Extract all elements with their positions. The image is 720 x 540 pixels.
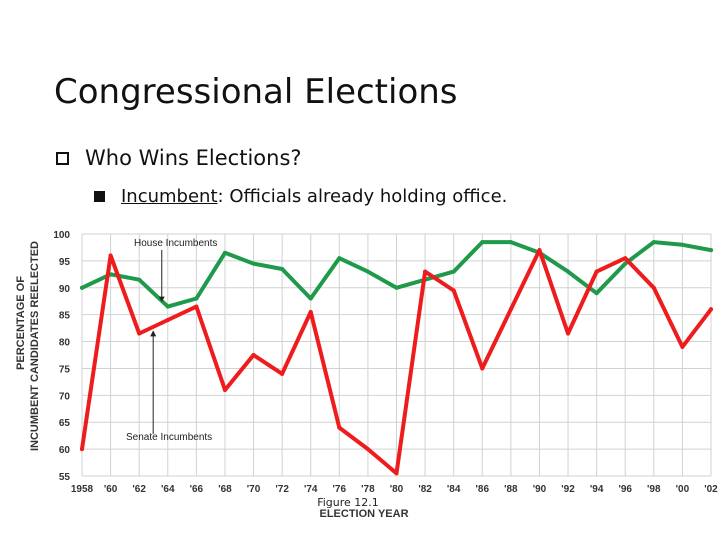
x-tick-label: '76 bbox=[333, 484, 347, 495]
house-incumbents-point bbox=[651, 240, 656, 245]
senate-incumbents-point bbox=[423, 269, 428, 274]
house-incumbents-point bbox=[451, 269, 456, 274]
y-tick-label: 90 bbox=[59, 284, 71, 295]
x-tick-label: '66 bbox=[190, 484, 204, 495]
x-tick-label: '80 bbox=[390, 484, 404, 495]
y-tick-label: 80 bbox=[59, 338, 71, 349]
house-incumbents-point bbox=[222, 250, 227, 255]
x-tick-label: '82 bbox=[418, 484, 432, 495]
y-tick-label: 65 bbox=[59, 418, 71, 429]
house-incumbents-point bbox=[508, 240, 513, 245]
x-tick-label: 1958 bbox=[71, 484, 94, 495]
y-tick-labels: 55 60 65 70 75 80 85 90 95 100 bbox=[53, 230, 70, 483]
senate-incumbents-point bbox=[709, 307, 713, 312]
senate-incumbents-point bbox=[222, 387, 227, 392]
hollow-square-bullet-icon bbox=[56, 151, 69, 165]
house-incumbents-point bbox=[623, 261, 628, 266]
senate-incumbents-point bbox=[651, 285, 656, 290]
x-tick-label: '98 bbox=[647, 484, 661, 495]
house-incumbents-point bbox=[680, 242, 685, 247]
solid-square-bullet-icon bbox=[94, 191, 105, 202]
senate-incumbents-annotation: Senate Incumbents bbox=[126, 432, 212, 443]
house-incumbents-point bbox=[394, 285, 399, 290]
x-tick-label: '84 bbox=[447, 484, 461, 495]
senate-incumbents-point bbox=[594, 269, 599, 274]
house-incumbents-point bbox=[280, 266, 285, 271]
y-tick-label: 95 bbox=[59, 257, 71, 268]
house-incumbents-point bbox=[566, 269, 571, 274]
series-lines bbox=[80, 240, 713, 476]
x-tick-label: '68 bbox=[218, 484, 232, 495]
chart-annotations: House Incumbents Senate Incumbents bbox=[126, 238, 217, 443]
incumbent-term: Incumbent bbox=[121, 186, 218, 207]
house-annotation-arrow-icon bbox=[158, 296, 165, 302]
house-incumbents-point bbox=[337, 256, 342, 261]
x-tick-label: '64 bbox=[161, 484, 175, 495]
x-tick-label: '96 bbox=[618, 484, 632, 495]
bullet-who-wins-text: Who Wins Elections? bbox=[85, 146, 302, 170]
house-incumbents-point bbox=[251, 261, 256, 266]
bullet-incumbent: Incumbent : Officials already holding of… bbox=[94, 186, 507, 207]
house-incumbents-point bbox=[194, 296, 199, 301]
senate-incumbents-point bbox=[365, 447, 370, 452]
y-axis-title-line1: PERCENTAGE OF bbox=[15, 276, 27, 370]
x-tick-label: '60 bbox=[104, 484, 118, 495]
house-incumbents-point bbox=[137, 277, 142, 282]
senate-incumbents-point bbox=[394, 471, 399, 476]
senate-incumbents-point bbox=[566, 331, 571, 336]
x-tick-label: '78 bbox=[361, 484, 375, 495]
x-tick-label: '86 bbox=[476, 484, 490, 495]
y-tick-label: 85 bbox=[59, 311, 71, 322]
figure-caption: Figure 12.1 bbox=[317, 496, 379, 509]
senate-incumbents-point bbox=[480, 366, 485, 371]
x-tick-label: '92 bbox=[561, 484, 575, 495]
house-incumbents-point bbox=[709, 248, 713, 253]
y-tick-label: 70 bbox=[59, 391, 71, 402]
house-incumbents-point bbox=[594, 291, 599, 296]
senate-annotation-arrow-icon bbox=[150, 330, 157, 337]
senate-incumbents-point bbox=[80, 447, 84, 452]
senate-incumbents-point bbox=[280, 371, 285, 376]
x-tick-label: '02 bbox=[704, 484, 718, 495]
y-tick-label: 75 bbox=[59, 364, 71, 375]
senate-incumbents-point bbox=[623, 256, 628, 261]
senate-incumbents-point bbox=[137, 331, 142, 336]
senate-incumbents-point bbox=[537, 248, 542, 253]
y-tick-label: 60 bbox=[59, 445, 71, 456]
y-tick-label: 100 bbox=[53, 230, 70, 241]
senate-incumbents-point bbox=[194, 304, 199, 309]
house-incumbents-point bbox=[308, 296, 313, 301]
x-tick-label: '72 bbox=[275, 484, 289, 495]
senate-incumbents-point bbox=[508, 307, 513, 312]
bullet-who-wins: Who Wins Elections? bbox=[56, 146, 302, 170]
house-incumbents-point bbox=[80, 285, 84, 290]
house-incumbents-point bbox=[165, 304, 170, 309]
incumbent-definition: : Officials already holding office. bbox=[217, 186, 508, 207]
house-incumbents-point bbox=[365, 269, 370, 274]
x-tick-label: '90 bbox=[533, 484, 547, 495]
x-tick-labels: 1958 '60 '62 '64 '66 '68 '70 '72 '74 '76 '78 '80 '82… bbox=[71, 484, 718, 495]
y-axis-title-line2: INCUMBENT CANDIDATES REELECTED bbox=[29, 241, 41, 451]
senate-incumbents-point bbox=[108, 253, 113, 258]
slide-title: Congressional Elections bbox=[54, 72, 458, 112]
x-tick-label: '74 bbox=[304, 484, 318, 495]
x-tick-label: '94 bbox=[590, 484, 604, 495]
senate-incumbents-point bbox=[308, 309, 313, 314]
x-tick-label: '62 bbox=[132, 484, 146, 495]
senate-incumbents-point bbox=[680, 344, 685, 349]
house-incumbents-annotation: House Incumbents bbox=[134, 238, 217, 249]
house-incumbents-point bbox=[480, 240, 485, 245]
x-tick-label: '00 bbox=[676, 484, 690, 495]
senate-incumbents-point bbox=[451, 288, 456, 293]
senate-incumbents-point bbox=[165, 318, 170, 323]
senate-incumbents-point bbox=[337, 425, 342, 430]
x-tick-label: '70 bbox=[247, 484, 261, 495]
y-tick-label: 55 bbox=[59, 472, 71, 483]
x-axis-title: ELECTION YEAR bbox=[319, 508, 408, 520]
reelection-chart: 55 60 65 70 75 80 85 90 95 100 1958 '60 '62 '64 '66 '6… bbox=[15, 230, 718, 520]
x-tick-label: '88 bbox=[504, 484, 518, 495]
senate-incumbents-point bbox=[251, 353, 256, 357]
